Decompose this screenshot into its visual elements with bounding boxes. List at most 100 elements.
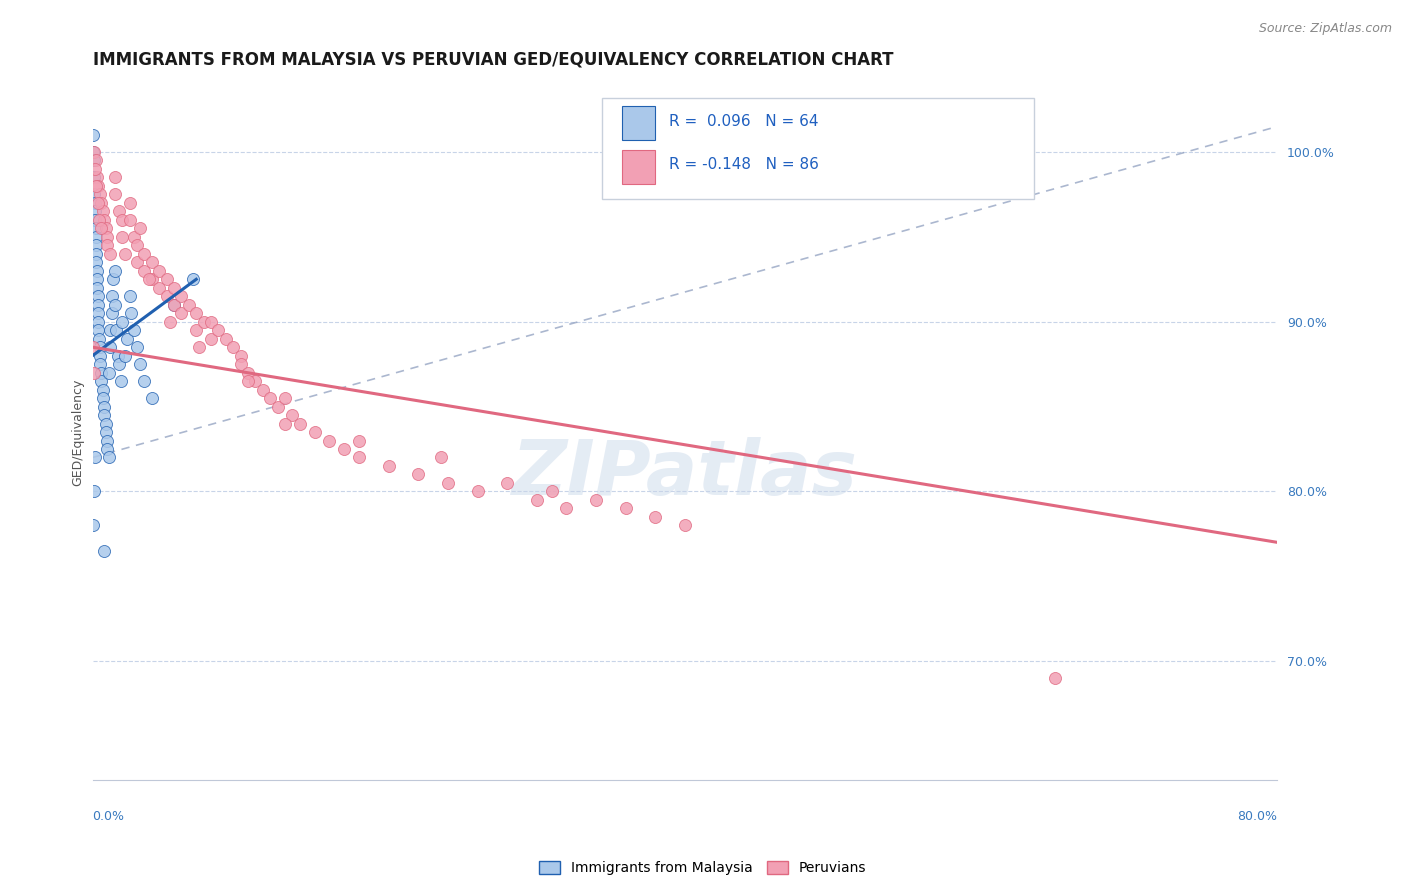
Point: [122, 323, 145, 337]
Point: [84, 178, 107, 193]
Point: [87, 306, 110, 320]
Point: [200, 315, 222, 329]
Point: [207, 323, 229, 337]
Point: [193, 315, 215, 329]
Legend: Immigrants from Malaysia, Peruvians: Immigrants from Malaysia, Peruvians: [534, 855, 872, 880]
Point: [84, 247, 107, 261]
Point: [200, 332, 222, 346]
Point: [87, 178, 110, 193]
Point: [91, 204, 114, 219]
Point: [87, 298, 110, 312]
Point: [89, 187, 111, 202]
Point: [170, 306, 193, 320]
Point: [98, 247, 121, 261]
Point: [129, 221, 152, 235]
Point: [82, 145, 104, 159]
Point: [89, 332, 111, 346]
Point: [304, 425, 326, 439]
Point: [177, 298, 200, 312]
Point: [93, 408, 115, 422]
Point: [104, 187, 127, 202]
Point: [87, 289, 110, 303]
Point: [118, 289, 141, 303]
Point: [125, 238, 148, 252]
Point: [84, 221, 107, 235]
Point: [259, 391, 281, 405]
Point: [90, 366, 112, 380]
FancyBboxPatch shape: [602, 98, 1035, 199]
Point: [252, 383, 274, 397]
Text: 0.0%: 0.0%: [93, 811, 125, 823]
Point: [90, 195, 112, 210]
Point: [118, 213, 141, 227]
Point: [437, 475, 460, 490]
Point: [274, 391, 297, 405]
Point: [644, 509, 666, 524]
Point: [93, 544, 115, 558]
Point: [333, 442, 356, 456]
Point: [83, 170, 105, 185]
Point: [93, 400, 115, 414]
Point: [89, 213, 111, 227]
Bar: [621, 150, 655, 184]
Point: [84, 153, 107, 168]
Point: [108, 204, 131, 219]
Point: [87, 195, 110, 210]
Point: [120, 306, 142, 320]
Point: [148, 281, 170, 295]
Point: [93, 213, 115, 227]
Point: [96, 442, 118, 456]
Point: [111, 213, 134, 227]
Point: [108, 357, 131, 371]
Point: [163, 298, 186, 312]
Point: [94, 417, 117, 431]
Point: [134, 374, 156, 388]
Point: [83, 450, 105, 465]
Point: [129, 357, 152, 371]
Text: 80.0%: 80.0%: [1237, 811, 1277, 823]
Point: [377, 458, 399, 473]
Point: [288, 417, 311, 431]
Point: [97, 366, 120, 380]
Point: [347, 434, 370, 448]
Point: [82, 518, 104, 533]
Point: [96, 238, 118, 252]
Point: [155, 272, 177, 286]
Text: R = -0.148   N = 86: R = -0.148 N = 86: [669, 157, 820, 171]
Point: [138, 272, 160, 286]
Point: [94, 425, 117, 439]
Point: [188, 340, 211, 354]
Point: [107, 349, 129, 363]
Point: [96, 230, 118, 244]
Point: [98, 323, 121, 337]
Point: [122, 230, 145, 244]
Point: [170, 289, 193, 303]
Point: [429, 450, 451, 465]
Point: [83, 161, 105, 176]
Point: [89, 349, 111, 363]
Point: [467, 484, 489, 499]
Point: [83, 366, 105, 380]
Point: [114, 247, 136, 261]
Point: [104, 264, 127, 278]
Point: [118, 195, 141, 210]
Point: [134, 247, 156, 261]
Point: [83, 187, 105, 202]
Text: IMMIGRANTS FROM MALAYSIA VS PERUVIAN GED/EQUIVALENCY CORRELATION CHART: IMMIGRANTS FROM MALAYSIA VS PERUVIAN GED…: [93, 51, 893, 69]
Point: [83, 145, 105, 159]
Point: [86, 281, 108, 295]
Point: [87, 323, 110, 337]
Point: [82, 340, 104, 354]
Point: [89, 340, 111, 354]
Point: [141, 255, 163, 269]
Point: [94, 221, 117, 235]
Point: [104, 298, 127, 312]
Point: [82, 128, 104, 142]
Point: [163, 281, 186, 295]
Point: [181, 272, 204, 286]
Point: [83, 204, 105, 219]
Point: [134, 264, 156, 278]
Point: [229, 349, 252, 363]
Y-axis label: GED/Equivalency: GED/Equivalency: [72, 378, 84, 486]
Point: [110, 374, 132, 388]
